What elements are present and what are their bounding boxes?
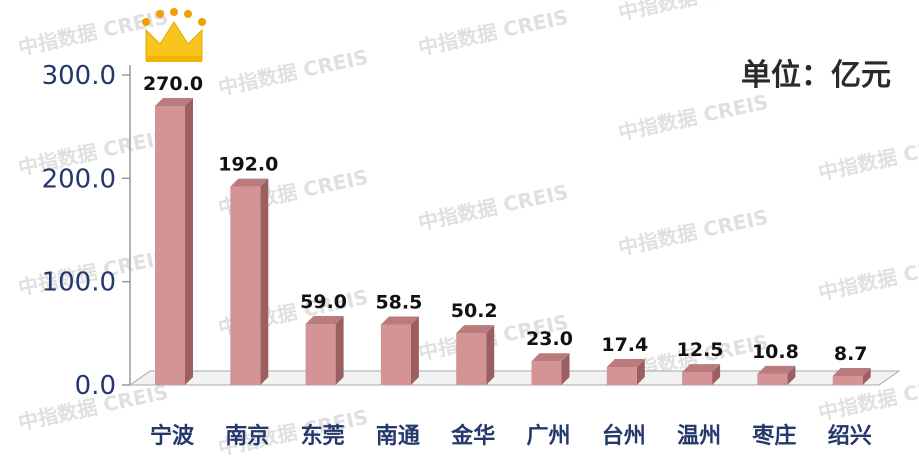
- bar: [832, 368, 871, 385]
- bar-front: [531, 361, 562, 385]
- data-label: 10.8: [752, 341, 799, 363]
- watermark-text: 中指数据 CREIS: [216, 45, 370, 100]
- watermark-text: 中指数据 CREIS: [616, 0, 770, 25]
- bar-side: [410, 316, 419, 385]
- x-category-label: 南通: [376, 424, 420, 449]
- data-label: 58.5: [375, 292, 422, 314]
- bar-top: [531, 353, 570, 362]
- watermark-text: 中指数据 CREIS: [816, 250, 919, 305]
- bar: [305, 316, 344, 385]
- bar: [380, 316, 419, 385]
- bar-side: [561, 353, 570, 385]
- bar-top: [380, 316, 419, 325]
- bar: [155, 98, 193, 385]
- bar-front: [230, 186, 261, 385]
- x-category-label: 宁波: [150, 423, 195, 449]
- bar-front: [606, 367, 637, 385]
- bar-side: [486, 325, 495, 385]
- bar: [606, 359, 645, 385]
- y-tick-label: 0.0: [75, 371, 116, 401]
- bar-front: [682, 372, 713, 385]
- data-label: 17.4: [601, 334, 648, 356]
- bar-side: [787, 365, 796, 385]
- bar-side: [260, 178, 269, 385]
- data-label: 12.5: [677, 339, 724, 361]
- data-label: 50.2: [451, 300, 498, 322]
- bar-top: [305, 316, 344, 325]
- data-label: 23.0: [526, 328, 573, 350]
- x-category-label: 台州: [602, 423, 646, 449]
- bar-top: [682, 364, 721, 373]
- bar-front: [456, 333, 487, 385]
- bar-side: [335, 316, 344, 385]
- bar-front: [155, 106, 185, 385]
- data-labels: 270.0 宁波 192.0 南京 59.0 东莞 58.5 南通 50.2 金华 23.0 广州 17…: [143, 73, 872, 449]
- bar-front: [380, 324, 411, 385]
- y-tick-label: 300.0: [42, 61, 116, 91]
- bar-top: [456, 325, 495, 334]
- bar: [682, 364, 721, 385]
- unit-label: 单位：亿元: [741, 58, 891, 93]
- bar-side: [185, 98, 193, 385]
- bar-top: [230, 178, 269, 187]
- bar-side: [636, 359, 645, 385]
- bar: [456, 325, 495, 385]
- data-label: 59.0: [300, 291, 347, 313]
- y-tick-label: 100.0: [42, 268, 116, 298]
- bar-side: [862, 368, 871, 385]
- watermark-text: 中指数据 CREIS: [416, 5, 570, 60]
- bar-top: [606, 359, 645, 368]
- x-category-label: 广州: [526, 423, 570, 449]
- x-category-label: 东莞: [301, 423, 345, 449]
- y-tick-label: 200.0: [42, 164, 116, 194]
- watermark-text: 中指数据 CREIS: [816, 130, 919, 185]
- bar-top: [832, 368, 871, 377]
- watermark-text: 中指数据 CREIS: [616, 90, 770, 145]
- bar-front: [757, 373, 788, 385]
- x-category-label: 枣庄: [751, 423, 796, 449]
- x-category-label: 南京: [225, 423, 269, 449]
- data-label: 270.0: [143, 73, 203, 95]
- bar: [230, 178, 269, 385]
- x-category-label: 金华: [450, 423, 495, 449]
- bar-front: [305, 324, 336, 385]
- x-category-label: 温州: [677, 424, 721, 449]
- bar: [531, 353, 570, 385]
- crown-icon: [142, 8, 206, 62]
- data-label: 192.0: [218, 154, 278, 176]
- watermark-text: 中指数据 CREIS: [416, 180, 570, 235]
- bars: [155, 98, 871, 385]
- bar-top: [155, 98, 193, 106]
- x-category-label: 绍兴: [828, 423, 872, 449]
- bar-side: [712, 364, 721, 385]
- bar-top: [757, 365, 796, 374]
- watermark-text: 中指数据 CREIS: [616, 205, 770, 260]
- bar-front: [832, 376, 863, 385]
- bar: [757, 365, 796, 385]
- data-label: 8.7: [834, 343, 868, 365]
